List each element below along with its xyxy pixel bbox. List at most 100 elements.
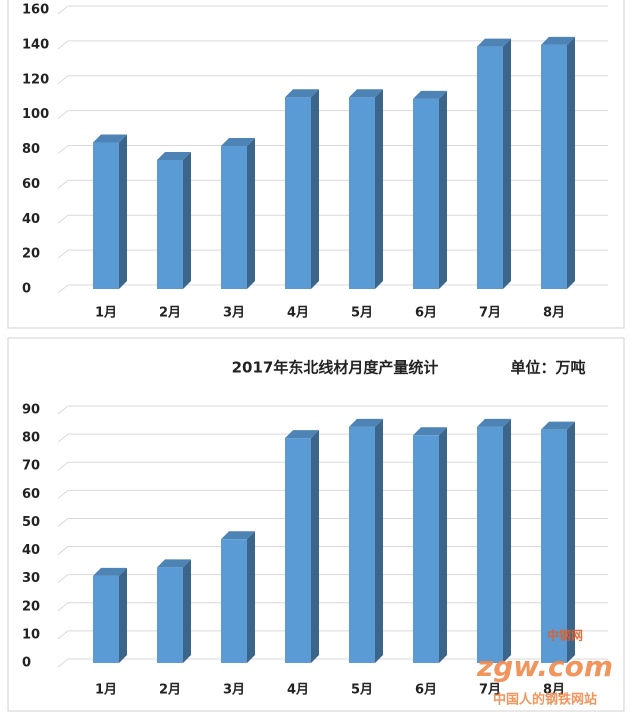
- bar: [477, 46, 503, 290]
- bar-top: [157, 559, 191, 568]
- bar-top: [541, 36, 575, 45]
- bar-side: [119, 567, 127, 663]
- grid-line: [57, 179, 608, 189]
- chart-title: 2017年东北线材月度产量统计: [232, 359, 439, 377]
- x-tick-label: 6月: [415, 306, 437, 321]
- bar-top: [157, 151, 191, 160]
- y-tick-label: 80: [22, 142, 40, 157]
- bar: [413, 98, 439, 290]
- bar: [157, 567, 183, 663]
- y-tick-label: 120: [22, 72, 49, 87]
- x-tick-label: 5月: [351, 306, 373, 321]
- bar-side: [503, 38, 511, 290]
- y-tick-label: 60: [22, 487, 40, 502]
- bar-side: [311, 430, 319, 663]
- grid-line: [57, 40, 608, 50]
- bar-side: [375, 89, 383, 289]
- x-tick-label: 7月: [479, 683, 501, 698]
- bar: [221, 539, 247, 663]
- grid-line: [57, 433, 608, 443]
- y-tick-label: 10: [22, 627, 40, 642]
- x-tick-label: 2月: [159, 683, 181, 698]
- bar: [541, 429, 567, 663]
- bar: [93, 142, 119, 289]
- bar-side: [567, 36, 575, 289]
- bar-side: [311, 89, 319, 289]
- y-tick-label: 20: [22, 599, 40, 614]
- bar-top: [221, 531, 255, 540]
- grid-line: [57, 489, 608, 499]
- y-tick-label: 140: [22, 37, 49, 52]
- bar: [285, 438, 311, 663]
- x-tick-label: 8月: [543, 306, 565, 321]
- y-tick-label: 40: [22, 543, 40, 558]
- y-tick-label: 0: [22, 656, 31, 671]
- panel: [7, 0, 625, 329]
- bar: [349, 97, 375, 289]
- grid-line: [57, 461, 608, 471]
- watermark-slogan: 中国人的钢铁网站: [493, 692, 597, 708]
- bar-top: [413, 427, 447, 436]
- watermark-badge: 中钢网: [547, 628, 583, 643]
- y-tick-label: 100: [22, 107, 49, 122]
- bar-top: [477, 38, 511, 47]
- y-tick-label: 40: [22, 212, 40, 227]
- bar-top: [349, 418, 383, 427]
- grid-line: [57, 405, 608, 415]
- x-tick-label: 6月: [415, 683, 437, 698]
- grid-line: [57, 574, 608, 584]
- y-tick-label: 160: [22, 3, 49, 18]
- x-tick-label: 4月: [287, 306, 309, 321]
- bar-side: [119, 134, 127, 289]
- grid-line: [57, 249, 608, 259]
- bar-top: [285, 89, 319, 98]
- y-tick-label: 20: [22, 247, 40, 262]
- bar-side: [247, 138, 255, 289]
- bar: [285, 97, 311, 289]
- bar-side: [183, 559, 191, 663]
- y-tick-label: 80: [22, 431, 40, 446]
- x-tick-label: 1月: [95, 306, 117, 321]
- bar-top: [349, 89, 383, 98]
- bar: [413, 435, 439, 663]
- x-tick-label: 3月: [223, 306, 245, 321]
- grid-line: [57, 517, 608, 527]
- x-tick-label: 2月: [159, 306, 181, 321]
- y-tick-label: 90: [22, 403, 40, 418]
- unit-note: 单位：万吨: [510, 359, 585, 377]
- bar-top: [477, 418, 511, 427]
- bar-top: [541, 421, 575, 430]
- grid-line: [57, 546, 608, 555]
- bar-top: [93, 567, 127, 576]
- grid-line: [57, 284, 608, 294]
- bar-top: [221, 138, 255, 147]
- bar: [157, 159, 183, 289]
- bar-side: [439, 90, 447, 290]
- bar-top: [93, 134, 127, 143]
- bar-top: [413, 90, 447, 99]
- y-tick-label: 50: [22, 515, 40, 530]
- watermark-logo: zgw.com: [476, 650, 613, 683]
- bar-side: [439, 427, 447, 663]
- y-tick-label: 0: [22, 282, 31, 297]
- grid-line: [57, 5, 608, 15]
- y-tick-label: 70: [22, 459, 40, 474]
- grid-line: [57, 630, 608, 640]
- x-tick-label: 1月: [95, 683, 117, 698]
- bar-top: [285, 430, 319, 439]
- x-tick-label: 4月: [287, 683, 309, 698]
- grid-line: [57, 110, 608, 120]
- x-tick-label: 3月: [223, 683, 245, 698]
- bar-side: [375, 418, 383, 663]
- y-tick-label: 60: [22, 177, 40, 192]
- bar-side: [503, 418, 511, 663]
- grid-line: [57, 75, 608, 85]
- bar: [477, 426, 503, 663]
- bar: [93, 575, 119, 663]
- bar-side: [567, 421, 575, 663]
- grid-line: [57, 145, 608, 154]
- bar: [541, 44, 567, 289]
- y-tick-label: 30: [22, 571, 40, 586]
- grid-line: [57, 214, 608, 224]
